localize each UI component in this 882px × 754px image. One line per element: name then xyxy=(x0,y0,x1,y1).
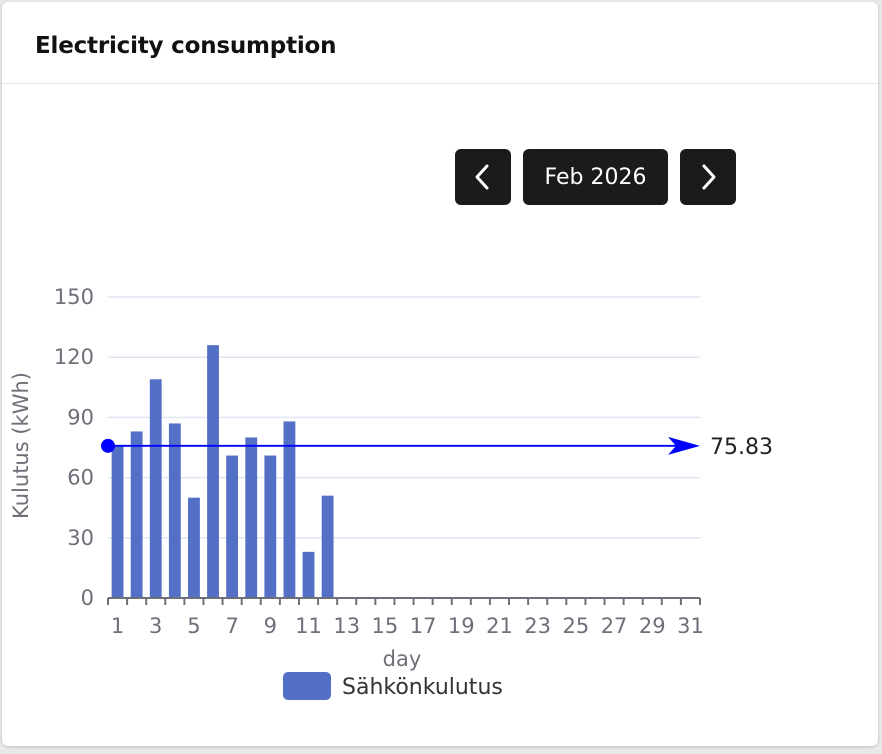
x-tick-label: 15 xyxy=(372,614,399,638)
x-tick-label: 5 xyxy=(187,614,200,638)
month-navigation: Feb 2026 xyxy=(455,149,736,205)
bar xyxy=(149,379,162,598)
bar xyxy=(130,431,143,598)
x-tick-label: 13 xyxy=(333,614,360,638)
y-tick-label: 30 xyxy=(67,526,94,550)
bar xyxy=(283,421,296,598)
y-tick-label: 0 xyxy=(81,586,94,610)
y-axis-title: Kulutus (kWh) xyxy=(9,372,33,519)
x-tick-label: 21 xyxy=(486,614,513,638)
x-tick-label: 3 xyxy=(149,614,162,638)
y-tick-label: 90 xyxy=(67,405,94,429)
month-selector-button[interactable]: Feb 2026 xyxy=(523,149,668,205)
bar xyxy=(321,495,334,598)
x-tick-label: 25 xyxy=(563,614,590,638)
bar xyxy=(226,455,239,598)
legend[interactable]: Sähkönkulutus xyxy=(283,672,503,700)
x-tick-label: 9 xyxy=(264,614,277,638)
x-tick-label: 7 xyxy=(225,614,238,638)
average-mark-arrow-icon xyxy=(668,436,700,455)
x-tick-label: 19 xyxy=(448,614,475,638)
bar xyxy=(111,445,124,598)
chevron-left-icon xyxy=(475,164,489,190)
x-tick-label: 31 xyxy=(677,614,704,638)
x-tick-label: 11 xyxy=(295,614,322,638)
legend-label: Sähkönkulutus xyxy=(342,675,503,700)
x-tick-label: 29 xyxy=(639,614,666,638)
prev-month-button[interactable] xyxy=(455,149,511,205)
bar xyxy=(168,423,181,598)
y-tick-label: 150 xyxy=(54,285,94,309)
average-mark-start-dot xyxy=(101,438,115,453)
card-header: Electricity consumption xyxy=(2,2,878,84)
bar xyxy=(207,345,219,598)
bar xyxy=(188,497,200,598)
average-mark-label: 75.83 xyxy=(710,435,773,460)
next-month-button[interactable] xyxy=(680,149,736,205)
bar xyxy=(302,551,315,598)
chevron-right-icon xyxy=(702,164,716,190)
y-tick-label: 60 xyxy=(67,466,94,490)
x-tick-label: 17 xyxy=(410,614,437,638)
y-tick-label: 120 xyxy=(54,345,94,369)
x-tick-label: 23 xyxy=(524,614,551,638)
x-tick-label: 27 xyxy=(601,614,628,638)
bar xyxy=(245,437,258,598)
card-title: Electricity consumption xyxy=(35,33,337,59)
x-axis-title: day xyxy=(383,647,422,671)
x-tick-label: 1 xyxy=(111,614,124,638)
legend-swatch xyxy=(283,672,331,700)
bar xyxy=(264,455,277,598)
